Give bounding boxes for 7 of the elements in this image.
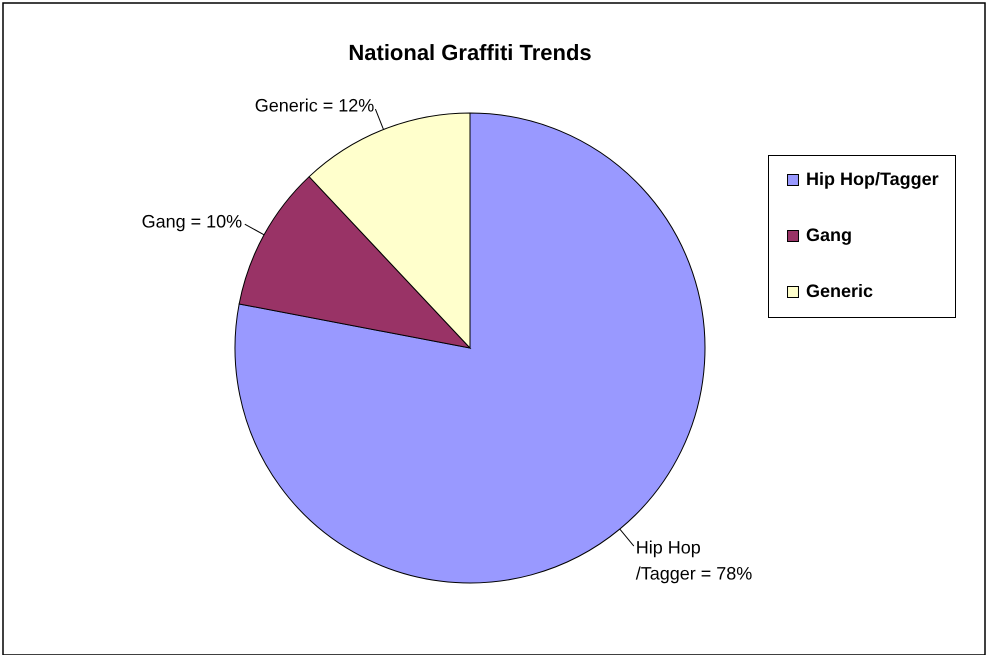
data-label: Generic = 12% <box>254 95 374 116</box>
legend-label: Hip Hop/Tagger <box>806 169 939 189</box>
chart-title: National Graffiti Trends <box>348 40 592 65</box>
data-label: Gang = 10% <box>142 212 242 232</box>
legend-label: Generic <box>806 281 874 301</box>
legend-label: Gang <box>806 225 852 245</box>
data-label: Hip Hop /Tagger = 78% <box>636 537 752 584</box>
